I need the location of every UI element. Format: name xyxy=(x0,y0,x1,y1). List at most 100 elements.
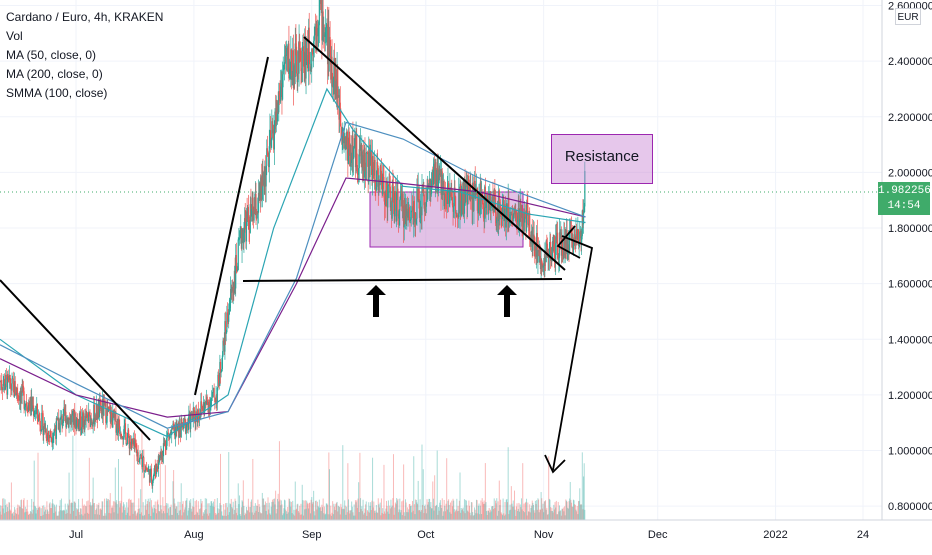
legend-smma[interactable]: SMMA (100, close) xyxy=(6,86,108,100)
volume-bar xyxy=(384,511,386,520)
volume-bar xyxy=(67,503,69,520)
volume-bar xyxy=(252,514,254,520)
volume-bar xyxy=(337,511,339,520)
candle-body xyxy=(42,413,44,436)
volume-bar xyxy=(498,510,500,520)
candle-body xyxy=(191,413,193,420)
candle-body xyxy=(328,27,330,57)
volume-bar xyxy=(551,507,553,520)
candle-body xyxy=(304,37,306,68)
volume-bar xyxy=(49,502,51,520)
volume-bar xyxy=(473,515,475,520)
candle-body xyxy=(47,432,49,435)
volume-bar xyxy=(216,513,218,520)
volume-bar xyxy=(246,510,248,520)
volume-bar xyxy=(259,512,261,520)
candle-body xyxy=(336,69,338,99)
volume-bar xyxy=(569,481,571,520)
candle-body xyxy=(305,52,307,79)
candle-body xyxy=(3,378,6,390)
candle-body xyxy=(224,321,226,352)
candle-body xyxy=(313,35,315,42)
candle-body xyxy=(549,242,551,256)
volume-bar xyxy=(31,498,33,520)
volume-bar xyxy=(179,501,181,520)
candle-body xyxy=(509,214,511,220)
volume-bar xyxy=(426,499,428,520)
candle-body xyxy=(245,211,248,242)
volume-bar xyxy=(132,513,134,520)
candle-body xyxy=(513,207,516,215)
candle-body xyxy=(223,341,225,352)
volume-bar xyxy=(186,498,188,520)
volume-bar xyxy=(259,506,261,520)
candle-body xyxy=(413,200,415,225)
candle-body xyxy=(43,428,45,436)
candle-body xyxy=(375,183,377,190)
volume-bar xyxy=(508,514,510,520)
legend-ma50[interactable]: MA (50, close, 0) xyxy=(6,48,97,62)
volume-bar xyxy=(492,505,494,520)
currency-button[interactable]: EUR xyxy=(895,8,921,25)
volume-bar xyxy=(296,508,298,520)
volume-bar xyxy=(445,503,447,520)
candle-body xyxy=(214,397,216,403)
volume-bar xyxy=(419,499,421,520)
candle-body xyxy=(553,235,556,259)
candle-body xyxy=(491,196,493,204)
candle-body xyxy=(91,422,93,423)
volume-bar xyxy=(192,506,194,520)
volume-bar xyxy=(152,508,154,520)
volume-bar xyxy=(384,513,386,520)
y-tick-label: 2.200000 xyxy=(888,112,932,124)
volume-bar xyxy=(402,500,404,520)
candle-body xyxy=(287,43,289,60)
candle-body xyxy=(58,423,60,430)
volume-bar xyxy=(545,509,547,520)
candle-body xyxy=(546,243,549,258)
volume-bar xyxy=(134,511,136,520)
target-arrow-icon xyxy=(544,454,566,474)
volume-bar xyxy=(40,508,42,520)
candle-body xyxy=(63,407,65,409)
candle-body xyxy=(418,187,420,200)
candle-body xyxy=(565,238,567,252)
legend-ma200[interactable]: MA (200, close, 0) xyxy=(6,67,103,81)
candle-body xyxy=(293,65,295,88)
volume-bar xyxy=(212,506,214,520)
volume-bar xyxy=(488,507,490,520)
resistance-box[interactable]: Resistance xyxy=(551,134,653,184)
candle-body xyxy=(573,234,575,246)
candle-body xyxy=(179,432,182,438)
candle-body xyxy=(436,168,438,185)
candle-body xyxy=(248,219,250,230)
candle-body xyxy=(323,34,326,37)
candle-body xyxy=(482,199,484,204)
volume-bar xyxy=(135,510,137,520)
candle-body xyxy=(78,419,80,424)
volume-bar xyxy=(200,498,202,520)
volume-bar xyxy=(269,513,271,520)
volume-bar xyxy=(214,513,216,520)
legend-vol[interactable]: Vol xyxy=(6,29,23,43)
volume-bar xyxy=(548,456,550,520)
volume-bar xyxy=(95,510,97,520)
candle-body xyxy=(35,409,37,414)
volume-bar xyxy=(114,501,116,520)
volume-bar xyxy=(105,498,107,520)
candle-body xyxy=(563,236,565,259)
candle-body xyxy=(152,480,154,486)
volume-bar xyxy=(308,508,310,520)
trend-drawings[interactable] xyxy=(0,36,882,474)
volume-bar xyxy=(378,504,380,520)
volume-bar xyxy=(261,492,263,520)
candle-body xyxy=(560,232,562,238)
volume-bar xyxy=(290,506,292,520)
candle-body xyxy=(22,385,24,387)
candle-body xyxy=(151,480,153,486)
candle-body xyxy=(379,166,381,186)
candle-body xyxy=(401,193,403,205)
volume-bar xyxy=(456,511,458,520)
